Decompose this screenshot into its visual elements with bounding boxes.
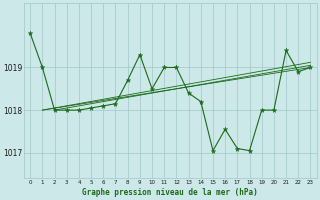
X-axis label: Graphe pression niveau de la mer (hPa): Graphe pression niveau de la mer (hPa)	[83, 188, 258, 197]
